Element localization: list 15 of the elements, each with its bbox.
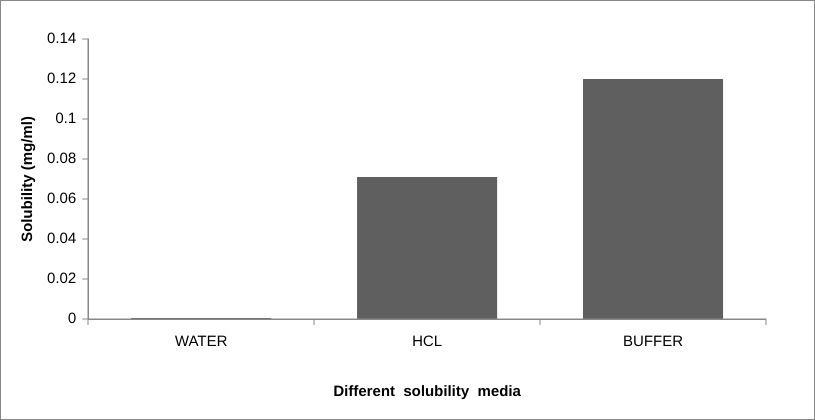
y-tick-label: 0.08 bbox=[46, 150, 76, 168]
x-tick-label: HCL bbox=[412, 333, 442, 350]
y-tick-label: 0.1 bbox=[55, 110, 76, 128]
y-tick-label: 0.12 bbox=[46, 70, 76, 88]
x-tick-label: WATER bbox=[174, 333, 228, 350]
y-tick-label: 0.14 bbox=[46, 30, 76, 48]
y-axis-title: Solubility (mg/ml) bbox=[19, 116, 36, 242]
y-tick-label: 0 bbox=[68, 310, 76, 328]
x-tick-label: BUFFER bbox=[623, 333, 684, 350]
bar bbox=[357, 177, 498, 318]
y-tick-label: 0.02 bbox=[46, 270, 76, 288]
y-tick-label: 0.04 bbox=[46, 230, 76, 248]
y-tick-label: 0.06 bbox=[46, 190, 76, 208]
bar bbox=[582, 79, 724, 318]
x-axis-title: Different solubility media bbox=[333, 383, 522, 400]
